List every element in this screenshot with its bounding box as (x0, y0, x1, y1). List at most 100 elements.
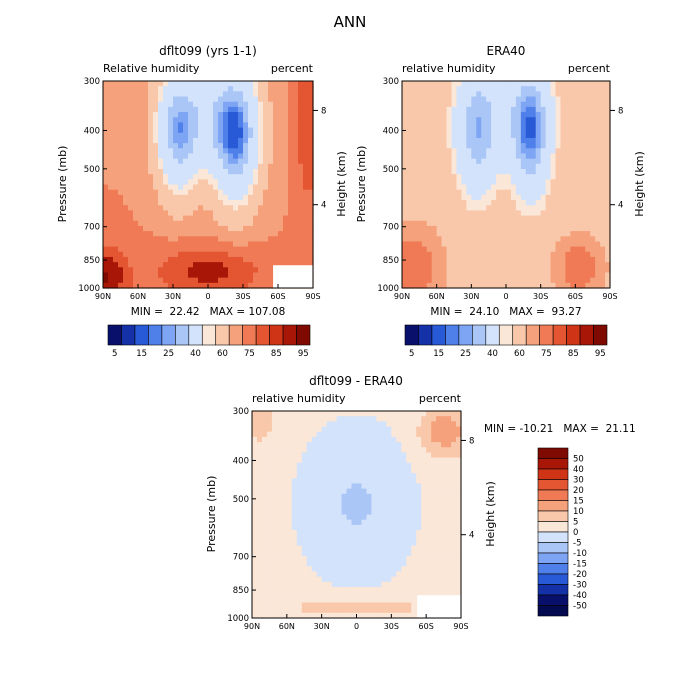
field-cell (540, 231, 547, 237)
field-cell (416, 246, 423, 253)
field-cell (481, 132, 487, 139)
field-cell (276, 473, 283, 479)
field-cell (515, 236, 522, 243)
field-cell (288, 122, 294, 129)
field-cell (386, 478, 392, 485)
field-cell (263, 163, 269, 170)
field-cell (506, 106, 512, 113)
field-cell (411, 272, 418, 279)
field-cell (540, 184, 547, 191)
field-cell (298, 148, 304, 155)
field-cell (253, 137, 259, 144)
field-cell (530, 282, 537, 289)
field-cell (431, 251, 438, 258)
field-cell (555, 143, 562, 149)
field-cell (461, 148, 467, 155)
field-cell (243, 200, 249, 206)
field-cell (298, 194, 304, 201)
field-cell (308, 148, 314, 155)
field-cell (316, 473, 323, 479)
field-cell (178, 148, 184, 155)
field-cell (223, 184, 229, 191)
field-cell (580, 231, 586, 237)
field-cell (311, 607, 318, 614)
field-cell (575, 251, 581, 258)
field-cell (286, 566, 293, 573)
field-cell (510, 127, 517, 134)
field-cell (491, 127, 497, 134)
field-cell (501, 137, 507, 144)
field-cell (263, 200, 269, 206)
field-cell (256, 555, 263, 562)
field-cell (133, 272, 139, 279)
field-cell (138, 225, 144, 232)
field-cell (371, 612, 378, 619)
field-cell (411, 576, 417, 583)
field-cell (261, 550, 268, 557)
field-cell (506, 153, 512, 160)
panel-model-ylabel: Pressure (mb) (56, 146, 69, 223)
field-cell (213, 272, 219, 279)
field-cell (436, 101, 443, 108)
field-cell (466, 236, 472, 243)
field-cell (183, 215, 189, 222)
field-cell (605, 106, 611, 113)
colorbar-box (201, 324, 217, 346)
field-cell (243, 210, 249, 217)
field-cell (276, 411, 283, 417)
field-cell (133, 117, 139, 123)
field-cell (461, 225, 467, 232)
field-cell (421, 426, 427, 433)
field-cell (178, 246, 184, 253)
field-cell (183, 241, 189, 248)
field-cell (193, 174, 199, 180)
field-cell (550, 189, 557, 196)
field-cell (376, 597, 382, 604)
field-cell (268, 205, 274, 211)
field-cell (128, 282, 134, 289)
field-cell (296, 581, 303, 588)
field-cell (266, 416, 273, 422)
field-cell (515, 132, 522, 139)
field-cell (252, 519, 258, 526)
field-cell (496, 122, 502, 129)
field-cell (138, 200, 144, 206)
field-cell (570, 189, 576, 196)
field-cell (426, 462, 432, 469)
field-cell (213, 153, 219, 160)
field-cell (298, 127, 304, 134)
field-cell (506, 81, 512, 87)
field-cell (416, 132, 423, 139)
field-cell (108, 96, 114, 103)
field-cell (238, 91, 244, 98)
field-cell (183, 112, 189, 118)
field-cell (278, 96, 284, 103)
field-cell (168, 112, 174, 118)
field-cell (471, 241, 477, 248)
field-cell (401, 442, 407, 448)
field-cell (451, 241, 458, 248)
field-cell (402, 163, 408, 170)
field-cell (406, 473, 412, 479)
field-cell (252, 612, 258, 619)
field-cell (550, 210, 557, 217)
field-cell (276, 431, 283, 438)
field-cell (168, 158, 174, 165)
colorbar-box (431, 324, 446, 346)
field-cell (530, 236, 537, 243)
field-cell (243, 225, 249, 232)
field-cell (326, 493, 333, 500)
field-cell (148, 231, 154, 237)
field-cell (585, 153, 591, 160)
field-cell (401, 436, 407, 443)
field-cell (281, 452, 288, 459)
field-cell (288, 132, 294, 139)
field-cell (326, 550, 333, 557)
field-cell (406, 478, 412, 485)
field-cell (128, 148, 134, 155)
field-cell (316, 498, 323, 505)
field-cell (361, 524, 368, 531)
field-cell (113, 200, 119, 206)
field-cell (416, 158, 423, 165)
field-cell (595, 215, 601, 222)
